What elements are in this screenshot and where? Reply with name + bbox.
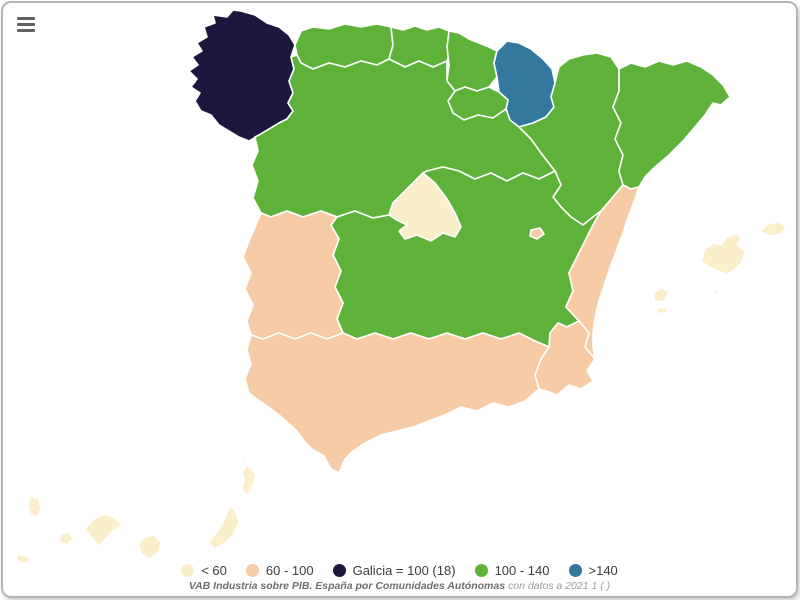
region-asturias[interactable] [294, 23, 394, 70]
region-andalucia[interactable] [244, 332, 550, 474]
island-la-gomera [58, 531, 74, 546]
legend-label: < 60 [201, 563, 227, 578]
island-gran-canaria [138, 534, 162, 560]
region-cataluna[interactable] [612, 60, 731, 190]
region-extremadura[interactable] [242, 210, 344, 340]
legend-item-gt140: >140 [568, 563, 618, 578]
legend: < 60 60 - 100 Galicia = 100 (18) 100 - 1… [3, 563, 796, 578]
legend-label: 60 - 100 [265, 563, 314, 578]
region-baleares[interactable] [652, 221, 787, 315]
legend-item-lt60: < 60 [181, 563, 227, 578]
legend-item-100-140: 100 - 140 [474, 563, 550, 578]
legend-label: >140 [588, 563, 618, 578]
island-fuerteventura [208, 504, 240, 550]
legend-label: Galicia = 100 (18) [352, 563, 456, 578]
region-murcia[interactable] [534, 320, 596, 396]
chart-caption: VAB Industria sobre PIB. España por Comu… [3, 580, 796, 592]
legend-swatch-gt140 [568, 564, 582, 577]
region-galicia[interactable] [188, 9, 296, 142]
chart-menu-button[interactable] [17, 16, 39, 36]
caption-suffix: con datos a 2021 1 ( ) [505, 580, 611, 592]
legend-item-60-100: 60 - 100 [245, 563, 314, 578]
legend-swatch-lt60 [181, 564, 195, 577]
spain-choropleth-map [15, 9, 787, 565]
island-la-graciosa [240, 459, 246, 464]
island-tenerife [84, 513, 124, 548]
legend-label: 100 - 140 [494, 563, 550, 578]
legend-swatch-galicia [332, 564, 346, 577]
island-menorca [759, 221, 787, 237]
island-mallorca [700, 232, 746, 275]
legend-swatch-100-140 [474, 564, 488, 577]
region-valencia-exclave[interactable] [529, 227, 545, 240]
island-formentera [655, 306, 668, 315]
island-lanzarote [241, 465, 257, 496]
island-el-hierro [15, 553, 33, 565]
caption-title: VAB Industria sobre PIB. España por Comu… [188, 580, 506, 592]
legend-swatch-60-100 [245, 564, 259, 577]
region-pais-vasco[interactable] [446, 30, 498, 92]
region-canarias[interactable] [15, 459, 257, 565]
hamburger-icon [17, 17, 39, 33]
legend-item-galicia: Galicia = 100 (18) [332, 563, 456, 578]
island-la-palma [27, 495, 42, 519]
island-ibiza [652, 287, 670, 303]
island-cabrera [714, 289, 720, 295]
